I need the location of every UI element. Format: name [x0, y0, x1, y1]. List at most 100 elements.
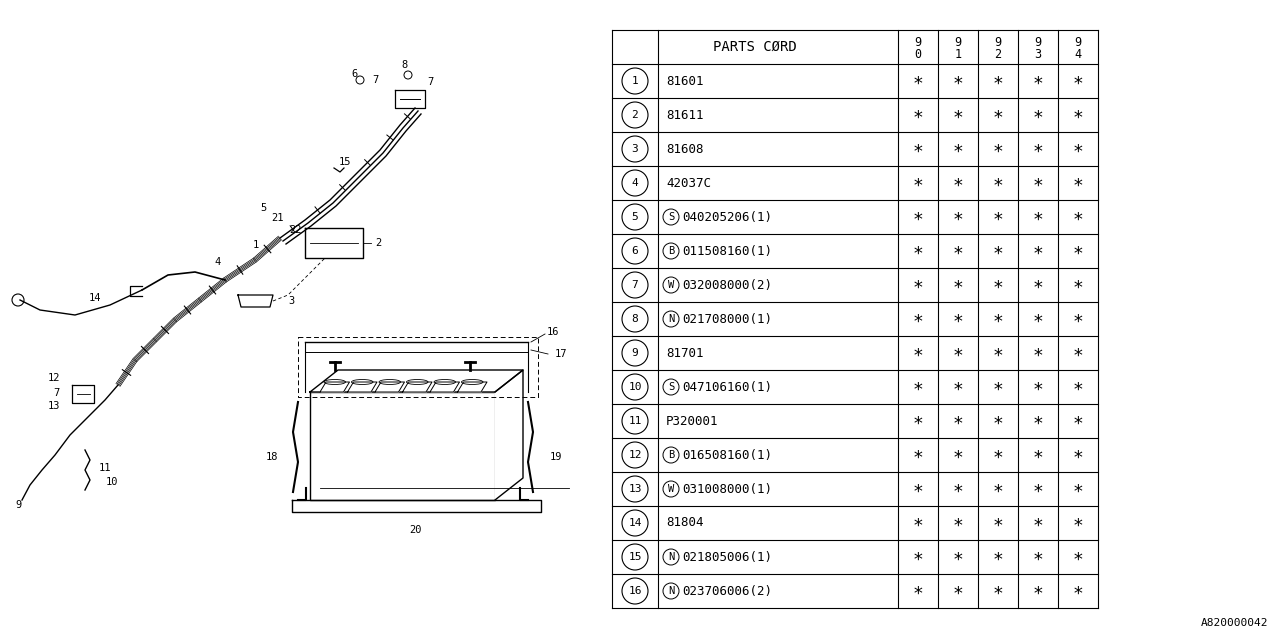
Text: 2: 2: [375, 238, 381, 248]
Text: 21: 21: [271, 213, 284, 223]
Text: ∗: ∗: [952, 242, 964, 260]
Text: 8: 8: [631, 314, 639, 324]
Text: S: S: [668, 212, 675, 222]
Polygon shape: [495, 370, 524, 500]
Text: 81611: 81611: [666, 109, 704, 122]
Text: ∗: ∗: [913, 548, 923, 566]
Text: ∗: ∗: [952, 344, 964, 362]
Text: ∗: ∗: [992, 310, 1004, 328]
Text: B: B: [668, 246, 675, 256]
Text: S: S: [668, 382, 675, 392]
Text: 031008000(1): 031008000(1): [682, 483, 772, 495]
Text: ∗: ∗: [913, 276, 923, 294]
Text: 22: 22: [289, 225, 301, 235]
Text: ∗: ∗: [992, 480, 1004, 498]
Text: ∗: ∗: [1073, 344, 1083, 362]
Text: P320001: P320001: [666, 415, 718, 428]
Text: 14: 14: [88, 293, 101, 303]
Text: ∗: ∗: [952, 480, 964, 498]
Text: ∗: ∗: [913, 208, 923, 226]
Text: 81608: 81608: [666, 143, 704, 156]
Text: ∗: ∗: [992, 174, 1004, 192]
Text: ∗: ∗: [992, 106, 1004, 124]
Text: ∗: ∗: [992, 140, 1004, 158]
Text: 9: 9: [1034, 35, 1042, 49]
Text: 81804: 81804: [666, 516, 704, 529]
Polygon shape: [347, 382, 378, 392]
Text: ∗: ∗: [913, 106, 923, 124]
Text: ∗: ∗: [1033, 174, 1043, 192]
Text: W: W: [668, 280, 675, 290]
Text: 7: 7: [426, 77, 433, 87]
Text: ∗: ∗: [913, 242, 923, 260]
Text: W: W: [668, 484, 675, 494]
Text: 16: 16: [547, 327, 559, 337]
Text: ∗: ∗: [913, 378, 923, 396]
Text: ∗: ∗: [1073, 514, 1083, 532]
Text: ∗: ∗: [1033, 106, 1043, 124]
Text: ∗: ∗: [952, 582, 964, 600]
Text: ∗: ∗: [952, 208, 964, 226]
Text: ∗: ∗: [992, 276, 1004, 294]
Text: ∗: ∗: [992, 582, 1004, 600]
Text: 15: 15: [628, 552, 641, 562]
Text: 81601: 81601: [666, 74, 704, 88]
Text: ∗: ∗: [992, 378, 1004, 396]
Text: ∗: ∗: [1033, 208, 1043, 226]
Text: 3: 3: [1034, 47, 1042, 61]
Text: ∗: ∗: [913, 446, 923, 464]
Text: ∗: ∗: [1073, 378, 1083, 396]
Text: A820000042: A820000042: [1201, 618, 1268, 628]
Text: 17: 17: [554, 349, 567, 359]
Text: ∗: ∗: [913, 310, 923, 328]
Text: ∗: ∗: [1033, 514, 1043, 532]
Text: 023706006(2): 023706006(2): [682, 584, 772, 598]
Polygon shape: [457, 382, 486, 392]
Text: ∗: ∗: [1033, 378, 1043, 396]
Text: ∗: ∗: [952, 140, 964, 158]
Text: ∗: ∗: [952, 548, 964, 566]
Text: 9: 9: [914, 35, 922, 49]
Text: ∗: ∗: [952, 276, 964, 294]
Text: 032008000(2): 032008000(2): [682, 278, 772, 291]
Polygon shape: [402, 382, 433, 392]
Text: 12: 12: [47, 373, 60, 383]
Text: ∗: ∗: [1033, 412, 1043, 430]
Text: ∗: ∗: [1033, 548, 1043, 566]
Text: ∗: ∗: [1033, 310, 1043, 328]
Text: 7: 7: [54, 388, 60, 398]
Text: 14: 14: [628, 518, 641, 528]
Text: ∗: ∗: [1073, 310, 1083, 328]
Text: 016508160(1): 016508160(1): [682, 449, 772, 461]
Text: 021805006(1): 021805006(1): [682, 550, 772, 563]
Text: 9: 9: [631, 348, 639, 358]
Text: 16: 16: [628, 586, 641, 596]
Polygon shape: [320, 382, 349, 392]
Text: 42037C: 42037C: [666, 177, 710, 189]
Text: 10: 10: [628, 382, 641, 392]
Text: ∗: ∗: [1033, 140, 1043, 158]
Text: N: N: [668, 552, 675, 562]
Text: 13: 13: [47, 401, 60, 411]
Text: 5: 5: [260, 203, 266, 213]
Text: 9: 9: [1074, 35, 1082, 49]
Text: 9: 9: [15, 500, 22, 510]
Text: ∗: ∗: [1073, 276, 1083, 294]
Text: 18: 18: [265, 452, 278, 462]
Text: 4: 4: [631, 178, 639, 188]
Text: ∗: ∗: [952, 446, 964, 464]
Text: 011508160(1): 011508160(1): [682, 244, 772, 257]
Text: ∗: ∗: [992, 208, 1004, 226]
Text: N: N: [668, 314, 675, 324]
Text: 7: 7: [372, 75, 378, 85]
Text: ∗: ∗: [992, 72, 1004, 90]
Text: 1: 1: [253, 240, 259, 250]
Text: ∗: ∗: [1073, 412, 1083, 430]
Text: ∗: ∗: [992, 412, 1004, 430]
Text: 6: 6: [631, 246, 639, 256]
Text: ∗: ∗: [992, 446, 1004, 464]
Text: ∗: ∗: [1033, 242, 1043, 260]
Text: 4: 4: [1074, 47, 1082, 61]
Text: ∗: ∗: [952, 174, 964, 192]
Text: ∗: ∗: [952, 106, 964, 124]
